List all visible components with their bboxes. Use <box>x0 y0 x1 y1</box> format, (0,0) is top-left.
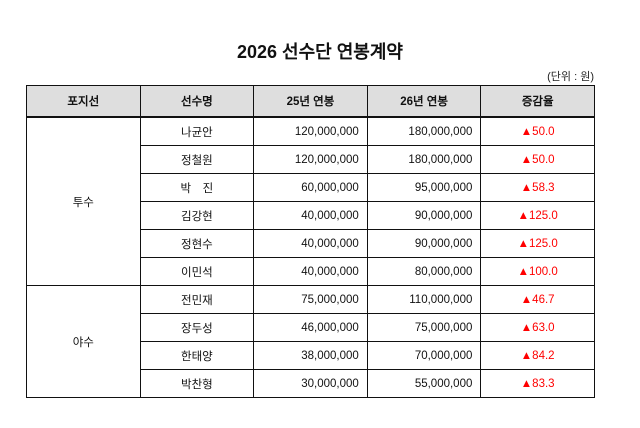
increase-rate: ▲50.0 <box>480 145 595 174</box>
salary-25: 40,000,000 <box>253 201 368 230</box>
player-name: 이민석 <box>139 257 255 286</box>
position-cell: 투수 <box>26 116 141 286</box>
player-name: 장두성 <box>139 313 255 342</box>
salary-25: 38,000,000 <box>253 341 368 370</box>
increase-rate: ▲100.0 <box>480 257 595 286</box>
increase-rate: ▲46.7 <box>480 285 595 314</box>
salary-25: 40,000,000 <box>253 257 368 286</box>
player-name: 정현수 <box>139 229 255 258</box>
header-rate: 증감율 <box>480 85 595 118</box>
salary-26: 180,000,000 <box>366 116 482 146</box>
table-row: 이민석 40,000,000 80,000,000 ▲100.0 <box>27 257 595 286</box>
salary-26: 180,000,000 <box>366 145 482 174</box>
salary-25: 40,000,000 <box>253 229 368 258</box>
salary-25: 120,000,000 <box>253 116 368 146</box>
table-row: 야수 전민재 75,000,000 110,000,000 ▲46.7 <box>26 285 595 398</box>
header-position: 포지선 <box>26 85 141 118</box>
table-row: 정현수 40,000,000 90,000,000 ▲125.0 <box>27 229 595 258</box>
table-row: 정철원 120,000,000 180,000,000 ▲50.0 <box>27 145 595 174</box>
salary-26: 70,000,000 <box>366 341 482 370</box>
table-row: 박찬형 30,000,000 55,000,000 ▲83.3 <box>27 369 595 398</box>
increase-rate: ▲84.2 <box>480 341 595 370</box>
page-title: 2026 선수단 연봉계약 <box>237 42 403 62</box>
salary-25: 46,000,000 <box>253 313 368 342</box>
salary-26: 80,000,000 <box>366 257 482 286</box>
header-name: 선수명 <box>139 85 255 118</box>
position-cell: 야수 <box>26 285 141 398</box>
salary-26: 95,000,000 <box>366 173 482 202</box>
player-name: 정철원 <box>139 145 255 174</box>
salary-25: 60,000,000 <box>253 173 368 202</box>
player-name: 박 진 <box>139 173 255 202</box>
salary-table: 포지선 선수명 25년 연봉 26년 연봉 증감율 투수 나균안 120,000,0… <box>26 85 595 398</box>
increase-rate: ▲83.3 <box>480 369 595 398</box>
player-name: 전민재 <box>139 285 255 314</box>
unit-note: (단위 : 원) <box>547 71 594 83</box>
salary-25: 30,000,000 <box>253 369 368 398</box>
table-row: 한태양 38,000,000 70,000,000 ▲84.2 <box>27 341 595 370</box>
table-row: 장두성 46,000,000 75,000,000 ▲63.0 <box>27 313 595 342</box>
player-name: 나균안 <box>139 116 255 146</box>
salary-26: 110,000,000 <box>366 285 482 314</box>
salary-25: 120,000,000 <box>253 145 368 174</box>
table-header-row: 포지선 선수명 25년 연봉 26년 연봉 증감율 <box>26 85 595 118</box>
salary-26: 55,000,000 <box>366 369 482 398</box>
table-row: 김강현 40,000,000 90,000,000 ▲125.0 <box>27 201 595 230</box>
increase-rate: ▲125.0 <box>480 229 595 258</box>
increase-rate: ▲50.0 <box>480 116 595 146</box>
increase-rate: ▲125.0 <box>480 201 595 230</box>
player-name: 김강현 <box>139 201 255 230</box>
table-row: 투수 나균안 120,000,000 180,000,000 ▲50.0 <box>26 116 595 286</box>
header-salary-25: 25년 연봉 <box>253 85 368 118</box>
header-salary-26: 26년 연봉 <box>366 85 482 118</box>
salary-26: 90,000,000 <box>366 201 482 230</box>
salary-26: 75,000,000 <box>366 313 482 342</box>
salary-25: 75,000,000 <box>253 285 368 314</box>
increase-rate: ▲58.3 <box>480 173 595 202</box>
increase-rate: ▲63.0 <box>480 313 595 342</box>
salary-26: 90,000,000 <box>366 229 482 258</box>
player-name: 박찬형 <box>139 369 255 398</box>
player-name: 한태양 <box>139 341 255 370</box>
table-row: 박 진 60,000,000 95,000,000 ▲58.3 <box>27 173 595 202</box>
